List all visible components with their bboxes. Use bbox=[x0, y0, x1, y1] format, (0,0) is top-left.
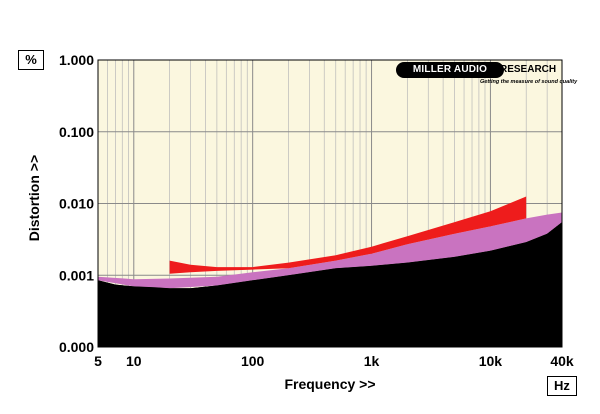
y-tick-labels: 0.000 0.001 0.010 0.100 1.000 bbox=[59, 52, 94, 355]
y-tick-label: 0.100 bbox=[59, 124, 94, 140]
plot-frame bbox=[97, 59, 563, 348]
logo-pill: MILLER AUDIO bbox=[396, 62, 504, 78]
x-tick-label: 100 bbox=[241, 353, 265, 369]
brand-logo: MILLER AUDIO RESEARCH Getting the measur… bbox=[396, 62, 577, 92]
y-tick-label: 0.010 bbox=[59, 196, 94, 212]
x-tick-label: 1k bbox=[364, 353, 380, 369]
y-tick-label: 0.001 bbox=[59, 267, 94, 283]
series-0-area-top bbox=[98, 222, 562, 347]
x-tick-labels: 5 10 100 1k 10k 40k bbox=[94, 353, 574, 369]
series-2-band bbox=[169, 196, 527, 274]
x-tick-label: 40k bbox=[550, 353, 574, 369]
y-unit-label: % bbox=[18, 50, 44, 70]
series-layer bbox=[98, 196, 562, 347]
x-tick-label: 10k bbox=[479, 353, 503, 369]
x-axis-title: Frequency >> bbox=[284, 376, 376, 392]
logo-tagline: Getting the measure of sound quality bbox=[480, 79, 578, 85]
y-axis-title: Distortion >> bbox=[26, 154, 42, 242]
series-1-band bbox=[98, 212, 562, 289]
x-tick-label: 5 bbox=[94, 353, 102, 369]
x-tick-label: 10 bbox=[126, 353, 142, 369]
logo-text: RESEARCH bbox=[500, 64, 557, 75]
x-unit-label: Hz bbox=[547, 376, 577, 396]
y-tick-label: 1.000 bbox=[59, 52, 94, 68]
y-tick-label: 0.000 bbox=[59, 339, 94, 355]
